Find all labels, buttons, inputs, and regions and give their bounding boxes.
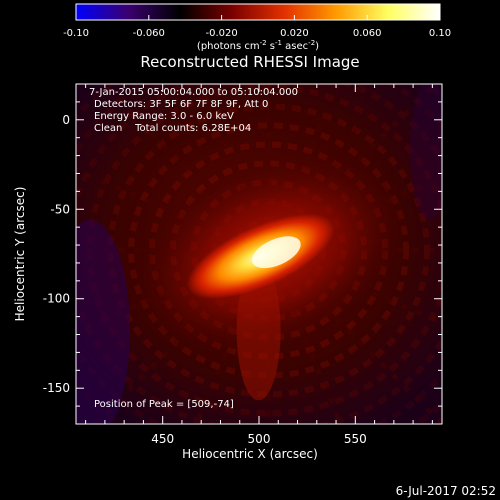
source-peak <box>252 236 301 269</box>
y-axis: 0 -50 -100 -150 <box>43 101 442 407</box>
colorbar-tick-label: -0.060 <box>133 28 165 39</box>
chart-title: Reconstructed RHESSI Image <box>140 53 359 71</box>
heatmap-image <box>76 84 442 424</box>
ripple-spoke <box>267 248 442 325</box>
x-axis-label: Heliocentric X (arcsec) <box>182 447 318 461</box>
annotation-detectors: Detectors: 3F 5F 6F 7F 8F 9F, Att 0 <box>94 99 268 110</box>
ripple-spoke <box>266 84 341 252</box>
peak-position-label: Position of Peak = [509,-74] <box>94 399 234 410</box>
y-tick-label: 0 <box>62 113 70 127</box>
y-tick-label: -50 <box>50 202 70 216</box>
colorbar-units-label: (photons cm-2 s-1 asec-2) <box>197 39 319 52</box>
ripple-ring <box>86 84 442 417</box>
x-axis: 450 500 550 <box>85 84 433 446</box>
annotation-time-range: 7-Jan-2015 05:00:04.000 to 05:10:04.000 <box>89 87 298 98</box>
y-tick-label: -100 <box>43 292 70 306</box>
annotation-block: 7-Jan-2015 05:00:04.000 to 05:10:04.000 … <box>89 87 298 134</box>
ripple-spoke <box>196 84 271 252</box>
ripple-spoke <box>98 84 271 253</box>
purple-region-left <box>76 220 130 424</box>
colorbar-tick-label: 0.060 <box>353 28 382 39</box>
x-tick-label: 500 <box>248 432 271 446</box>
ripple-spoke <box>76 167 270 253</box>
footer-date: 6-Jul-2017 02:52 <box>395 484 496 498</box>
y-axis-label: Heliocentric Y (arcsec) <box>13 187 27 322</box>
colorbar-tick-label: -0.020 <box>205 28 237 39</box>
ripple-spoke <box>266 248 442 424</box>
colorbar-tick-label: 0.020 <box>280 28 309 39</box>
colorbar-tick-label: -0.10 <box>63 28 89 39</box>
annotation-clean-counts: Clean Total counts: 6.28E+04 <box>94 123 251 134</box>
colorbar: -0.10 -0.060 -0.020 0.020 0.060 0.10 (photons… <box>63 3 451 52</box>
source-tail <box>236 260 281 401</box>
ripple-spoke <box>266 249 344 424</box>
annotation-energy-range: Energy Range: 3.0 - 6.0 keV <box>94 111 234 122</box>
purple-region-right <box>410 84 442 220</box>
x-tick-label: 550 <box>344 432 367 446</box>
ripple-ring <box>107 103 431 398</box>
flare-source <box>126 149 414 401</box>
y-tick-label: -150 <box>43 381 70 395</box>
colorbar-tick-label: 0.10 <box>429 28 451 39</box>
colorbar-gradient <box>75 3 441 21</box>
ripple-spoke <box>194 249 271 424</box>
colorbar-ticks: -0.10 -0.060 -0.020 0.020 0.060 0.10 <box>63 15 451 39</box>
x-tick-label: 450 <box>151 432 174 446</box>
